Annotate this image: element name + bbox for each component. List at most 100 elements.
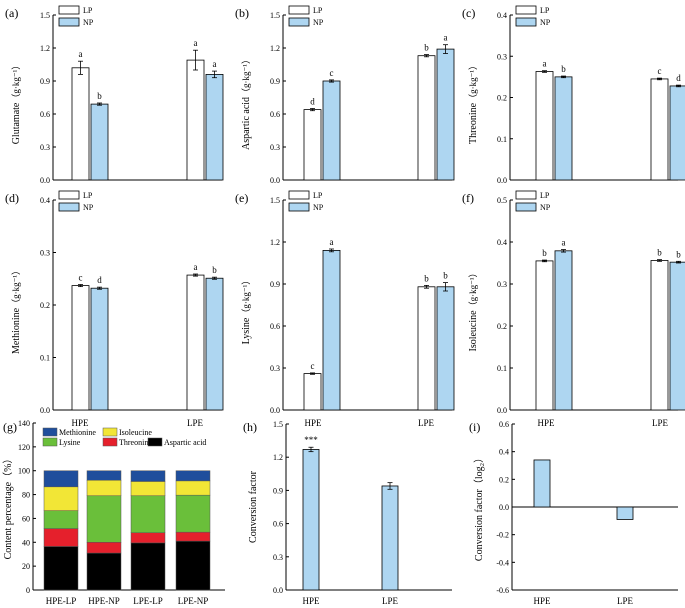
y-tick-label: 1.2 xyxy=(270,238,280,247)
y-tick-label: 0.4 xyxy=(499,448,509,457)
significance-letter: b xyxy=(97,91,102,101)
y-tick-label: 120 xyxy=(18,443,30,452)
stack-segment-methionine xyxy=(175,470,211,482)
y-tick-label: 80 xyxy=(22,491,30,500)
stack-segment-isoleucine xyxy=(175,480,211,496)
y-tick-label: 140 xyxy=(18,419,30,428)
y-axis-title: Methionine（g·kg⁻¹） xyxy=(11,266,22,354)
bar-lp-2 xyxy=(650,78,669,181)
y-tick-label: 0.9 xyxy=(40,77,50,86)
x-tick-label: HPE-LP xyxy=(46,596,77,606)
significance-letter: a xyxy=(562,238,566,248)
bar-np-1 xyxy=(322,80,341,181)
y-tick-label: 0.6 xyxy=(499,420,509,429)
panel-label: (d) xyxy=(5,191,19,205)
y-tick-label: 0.0 xyxy=(270,406,280,415)
y-axis-title: Conversion factor xyxy=(248,470,259,543)
legend-label-lp: LP xyxy=(313,191,323,200)
legend-swatch-isoleucine xyxy=(102,427,118,437)
y-tick-label: 0.9 xyxy=(273,486,283,495)
significance-letter: b xyxy=(443,271,448,281)
legend-swatch-np xyxy=(288,17,310,27)
legend-label-lp: LP xyxy=(83,6,93,15)
bar-np-2 xyxy=(205,74,224,181)
y-tick-label: 0.6 xyxy=(40,110,50,119)
bar-hpe xyxy=(533,459,551,508)
legend-swatch-lp xyxy=(58,190,80,200)
significance-letter: a xyxy=(543,59,547,69)
stack-segment-aspartic-acid xyxy=(86,552,122,591)
stack-segment-lysine xyxy=(43,510,79,529)
significance-letter: a xyxy=(213,59,217,69)
significance-letter: a xyxy=(330,237,334,247)
y-tick-label: 0.3 xyxy=(270,364,280,373)
significance-letter: b xyxy=(561,64,566,74)
legend-swatch-np xyxy=(515,202,537,212)
significance-letter: c xyxy=(311,361,315,371)
panel-label: (b) xyxy=(235,6,249,20)
legend-label-lp: LP xyxy=(540,6,550,15)
panel-label: (a) xyxy=(5,6,18,20)
stack-segment-aspartic-acid xyxy=(130,542,166,591)
y-axis-title-main: Threonine xyxy=(468,102,479,144)
y-axis-title: Conversion factor（log₂） xyxy=(473,453,485,561)
x-tick-label: HPE-NP xyxy=(88,596,120,606)
bar-np-2 xyxy=(436,48,455,181)
x-tick-label: LPE xyxy=(617,596,634,606)
y-tick-label: 0.0 xyxy=(273,586,283,595)
x-tick-label: LPE xyxy=(418,418,435,428)
y-axis-title: Content percentage（%） xyxy=(2,454,14,560)
significance-letter: c xyxy=(658,66,662,76)
bar-np-1 xyxy=(322,249,341,411)
legend-swatch-aspartic-acid xyxy=(147,437,163,447)
panel-label: (h) xyxy=(243,420,257,434)
y-axis-title: Threonine（g·kg⁻¹） xyxy=(468,61,479,144)
significance-letter: c xyxy=(79,273,83,283)
legend-swatch-lp xyxy=(288,190,310,200)
y-tick-label: 0.4 xyxy=(497,238,507,247)
x-tick-label: HPE xyxy=(537,418,555,428)
y-tick-label: 0.9 xyxy=(270,280,280,289)
x-tick-label: LPE xyxy=(187,418,204,428)
x-tick-label: LPE xyxy=(652,418,669,428)
y-tick-label: 1.5 xyxy=(270,196,280,205)
y-tick-label: 0.6 xyxy=(273,520,283,529)
y-axis-title-main: Lysine xyxy=(241,317,252,344)
x-tick-label: LPE-LP xyxy=(133,596,163,606)
bar-np-2 xyxy=(436,286,455,411)
significance-letter: a xyxy=(194,38,198,48)
bar-lpe xyxy=(616,506,634,520)
y-axis-title-main: Methionine xyxy=(11,307,22,354)
legend-label-np: NP xyxy=(83,203,94,212)
bar-np-1 xyxy=(554,250,573,411)
x-tick-label: LPE-NP xyxy=(178,596,209,606)
y-tick-label: 1.5 xyxy=(273,420,283,429)
y-axis-title: Aspartic acid（g·kg⁻¹） xyxy=(241,55,252,150)
stack-segment-lysine xyxy=(86,495,122,543)
y-tick-label: 1.2 xyxy=(270,44,280,53)
y-axis-title-unit: （g·kg⁻¹） xyxy=(241,276,251,318)
y-tick-label: -0.6 xyxy=(496,586,509,595)
bar-np-1 xyxy=(90,287,109,411)
legend-label-methionine: Methionine xyxy=(59,428,96,437)
stack-segment-methionine xyxy=(43,470,79,488)
y-tick-label: 0.0 xyxy=(497,406,507,415)
y-tick-label: 0.6 xyxy=(270,110,280,119)
bar-lp-2 xyxy=(650,260,669,411)
bar-lpe xyxy=(381,485,399,591)
x-tick-label: HPE xyxy=(533,596,551,606)
y-axis-title-main: Glutamate xyxy=(11,102,22,144)
significance-letter: b xyxy=(657,248,662,258)
significance-letter: b xyxy=(676,249,681,259)
y-tick-label: 0.3 xyxy=(497,280,507,289)
y-axis-title-unit: （g·kg⁻¹） xyxy=(11,266,21,308)
stack-segment-isoleucine xyxy=(43,486,79,511)
y-tick-label: 40 xyxy=(22,538,30,547)
stack-segment-threonine xyxy=(175,531,211,542)
legend-swatch-threonine xyxy=(102,437,118,447)
y-tick-label: 0.6 xyxy=(270,322,280,331)
legend-swatch-np xyxy=(58,17,80,27)
stack-segment-lysine xyxy=(175,494,211,533)
y-tick-label: 0.0 xyxy=(270,176,280,185)
